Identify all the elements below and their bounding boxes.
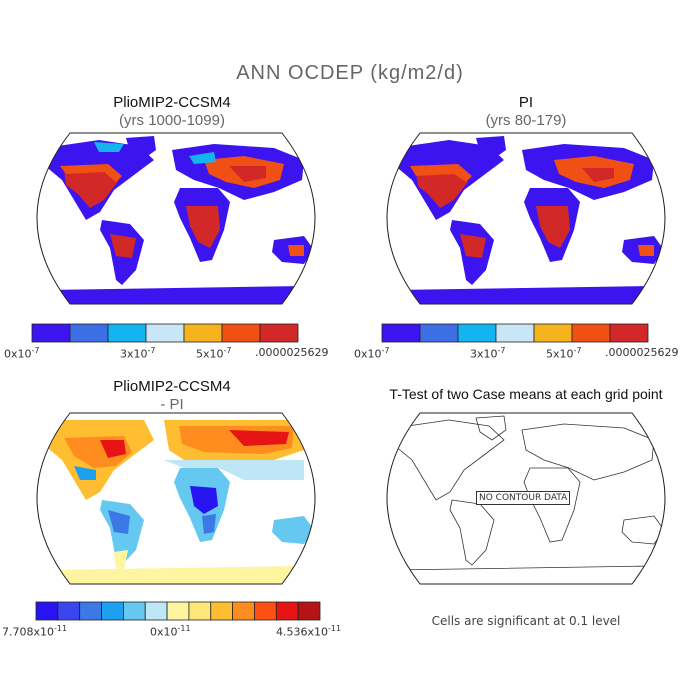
colorbar-top-right <box>381 323 649 343</box>
map-pliomip2 <box>36 132 316 305</box>
panel-subtitle-years: (yrs 1000-1099) <box>119 112 225 129</box>
colorbar-swatch <box>107 323 147 343</box>
map-difference <box>36 412 316 585</box>
colorbar-label-mid: 3x10-7 <box>120 346 156 361</box>
colorbar-swatch <box>57 601 81 621</box>
colorbar-swatch <box>188 601 212 621</box>
colorbar-swatch <box>609 323 649 343</box>
colorbar-label-max: .0000025629 <box>605 346 679 359</box>
colorbar-label-mid: 3x10-7 <box>470 346 506 361</box>
colorbar-swatch <box>183 323 223 343</box>
map-ttest <box>386 412 666 585</box>
colorbar-swatch <box>210 601 234 621</box>
colorbar-swatch <box>145 323 185 343</box>
colorbar-label-min: 0x10-7 <box>354 346 390 361</box>
colorbar-label-min: 0x10-7 <box>4 346 40 361</box>
colorbar-swatch <box>232 601 255 621</box>
colorbar-swatch <box>275 601 299 621</box>
significance-note: Cells are significant at 0.1 level <box>431 614 621 628</box>
no-contour-data-label: NO CONTOUR DATA <box>476 491 571 505</box>
colorbar-swatch <box>122 601 146 621</box>
colorbar-swatch <box>571 323 611 343</box>
colorbar-swatch <box>35 601 59 621</box>
colorbar-label-min: 7.708x10-11 <box>2 624 68 639</box>
colorbar-swatch <box>419 323 459 343</box>
panel-title-pi: PI <box>518 94 534 111</box>
colorbar-swatch <box>101 601 124 621</box>
colorbar-swatch <box>381 323 421 343</box>
panel-subtitle-minus-pi: - PI <box>160 396 184 413</box>
panel-title-pliomip2: PlioMIP2-CCSM4 <box>113 94 231 111</box>
panel-subtitle-years: (yrs 80-179) <box>485 112 567 129</box>
map-pi <box>386 132 666 305</box>
colorbar-label-max: .0000025629 <box>255 346 329 359</box>
colorbar-swatch <box>221 323 261 343</box>
colorbar-swatch <box>495 323 535 343</box>
main-title: ANN OCDEP (kg/m2/d) <box>236 62 464 84</box>
colorbar-label-zero: 0x10-11 <box>150 624 191 639</box>
colorbar-label-upper: 5x10-7 <box>196 346 232 361</box>
colorbar-swatch <box>254 601 277 621</box>
colorbar-swatch <box>69 323 109 343</box>
colorbar-label-max: 4.536x10-11 <box>276 624 342 639</box>
colorbar-swatch <box>259 323 299 343</box>
colorbar-swatch <box>457 323 497 343</box>
colorbar-swatch <box>79 601 102 621</box>
colorbar-swatch <box>144 601 168 621</box>
colorbar-swatch <box>31 323 71 343</box>
colorbar-swatch <box>166 601 190 621</box>
colorbar-top-left <box>31 323 299 343</box>
panel-title-ttest: T-Test of two Case means at each grid po… <box>389 386 663 402</box>
colorbar-difference <box>35 601 321 621</box>
colorbar-swatch <box>297 601 321 621</box>
panel-title-difference: PlioMIP2-CCSM4 <box>113 378 231 395</box>
colorbar-label-upper: 5x10-7 <box>546 346 582 361</box>
colorbar-swatch <box>533 323 573 343</box>
